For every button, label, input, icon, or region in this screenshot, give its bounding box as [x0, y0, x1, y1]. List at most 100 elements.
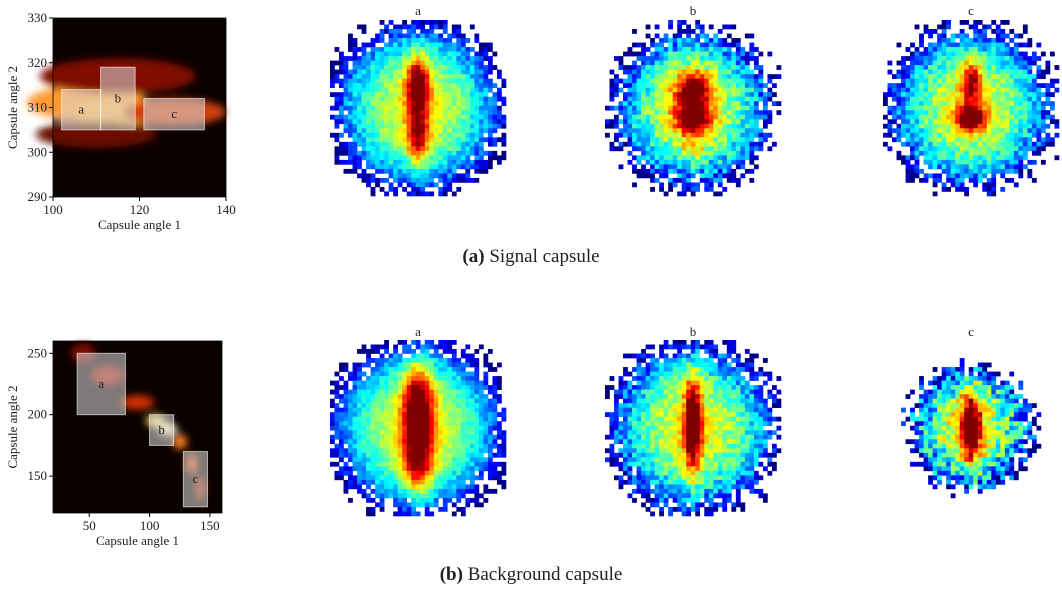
pixel [619, 466, 624, 471]
pixel [1036, 133, 1041, 138]
pixel [641, 151, 646, 156]
pixel [339, 97, 344, 102]
pixel [398, 155, 403, 160]
pixel [353, 151, 358, 156]
pixel [411, 88, 416, 93]
pixel [434, 182, 439, 187]
pixel [623, 457, 628, 462]
pixel [628, 426, 633, 431]
pixel [901, 155, 906, 160]
pixel [438, 489, 443, 494]
pixel [915, 52, 920, 57]
pixel [695, 164, 700, 169]
pixel [474, 358, 479, 363]
pixel [465, 133, 470, 138]
pixel [389, 83, 394, 88]
pixel [664, 471, 669, 476]
pixel [982, 101, 987, 106]
pixel [501, 124, 506, 129]
pixel [353, 367, 358, 372]
pixel [641, 394, 646, 399]
pixel [425, 29, 430, 34]
pixel [619, 394, 624, 399]
pixel [357, 385, 362, 390]
pixel [438, 345, 443, 350]
pixel [960, 34, 965, 39]
pixel [348, 128, 353, 133]
pixel [686, 43, 691, 48]
pixel [443, 178, 448, 183]
pixel [474, 146, 479, 151]
pixel [425, 101, 430, 106]
pixel [942, 56, 947, 61]
pixel [937, 119, 942, 124]
pixel [483, 421, 488, 426]
pixel [362, 426, 367, 431]
pixel [357, 448, 362, 453]
pixel [637, 453, 642, 458]
pixel [637, 358, 642, 363]
pixel [659, 390, 664, 395]
pixel [456, 106, 461, 111]
pixel [353, 43, 358, 48]
pixel [357, 489, 362, 494]
pixel [447, 376, 452, 381]
pixel [407, 137, 412, 142]
pixel [695, 160, 700, 165]
pixel [362, 47, 367, 52]
pixel [718, 191, 723, 196]
pixel [438, 471, 443, 476]
pixel [452, 155, 457, 160]
pixel [380, 178, 385, 183]
pixel [393, 101, 398, 106]
pixel [677, 142, 682, 147]
pixel [384, 74, 389, 79]
pixel [628, 493, 633, 498]
pixel [443, 399, 448, 404]
pixel [973, 106, 978, 111]
pixel [691, 169, 696, 174]
pixel [456, 65, 461, 70]
pixel [973, 43, 978, 48]
pixel [470, 74, 475, 79]
pixel [488, 65, 493, 70]
pixel [353, 56, 358, 61]
pixel [637, 408, 642, 413]
pixel [919, 146, 924, 151]
pixel [474, 115, 479, 120]
pixel [646, 466, 651, 471]
pixel [915, 106, 920, 111]
pixel [901, 119, 906, 124]
pixel [772, 142, 777, 147]
pixel [456, 408, 461, 413]
pixel [380, 92, 385, 97]
pixel [420, 187, 425, 192]
pixel [452, 417, 457, 422]
pixel [745, 61, 750, 66]
pixel [488, 408, 493, 413]
pixel [416, 498, 421, 503]
pixel [479, 101, 484, 106]
pixel [969, 70, 974, 75]
pixel [447, 92, 452, 97]
pixel [492, 367, 497, 372]
pixel [443, 426, 448, 431]
pixel [655, 88, 660, 93]
pixel [384, 403, 389, 408]
pixel [758, 142, 763, 147]
pixel [1009, 137, 1014, 142]
pixel [465, 137, 470, 142]
pixel [492, 471, 497, 476]
pixel [501, 408, 506, 413]
pixel [371, 457, 376, 462]
pixel [960, 151, 965, 156]
pixel [991, 56, 996, 61]
pixel [646, 146, 651, 151]
pixel [659, 381, 664, 386]
pixel [483, 457, 488, 462]
pixel [646, 475, 651, 480]
pixel [623, 70, 628, 75]
pixel [434, 61, 439, 66]
pixel [623, 408, 628, 413]
pixel [335, 462, 340, 467]
